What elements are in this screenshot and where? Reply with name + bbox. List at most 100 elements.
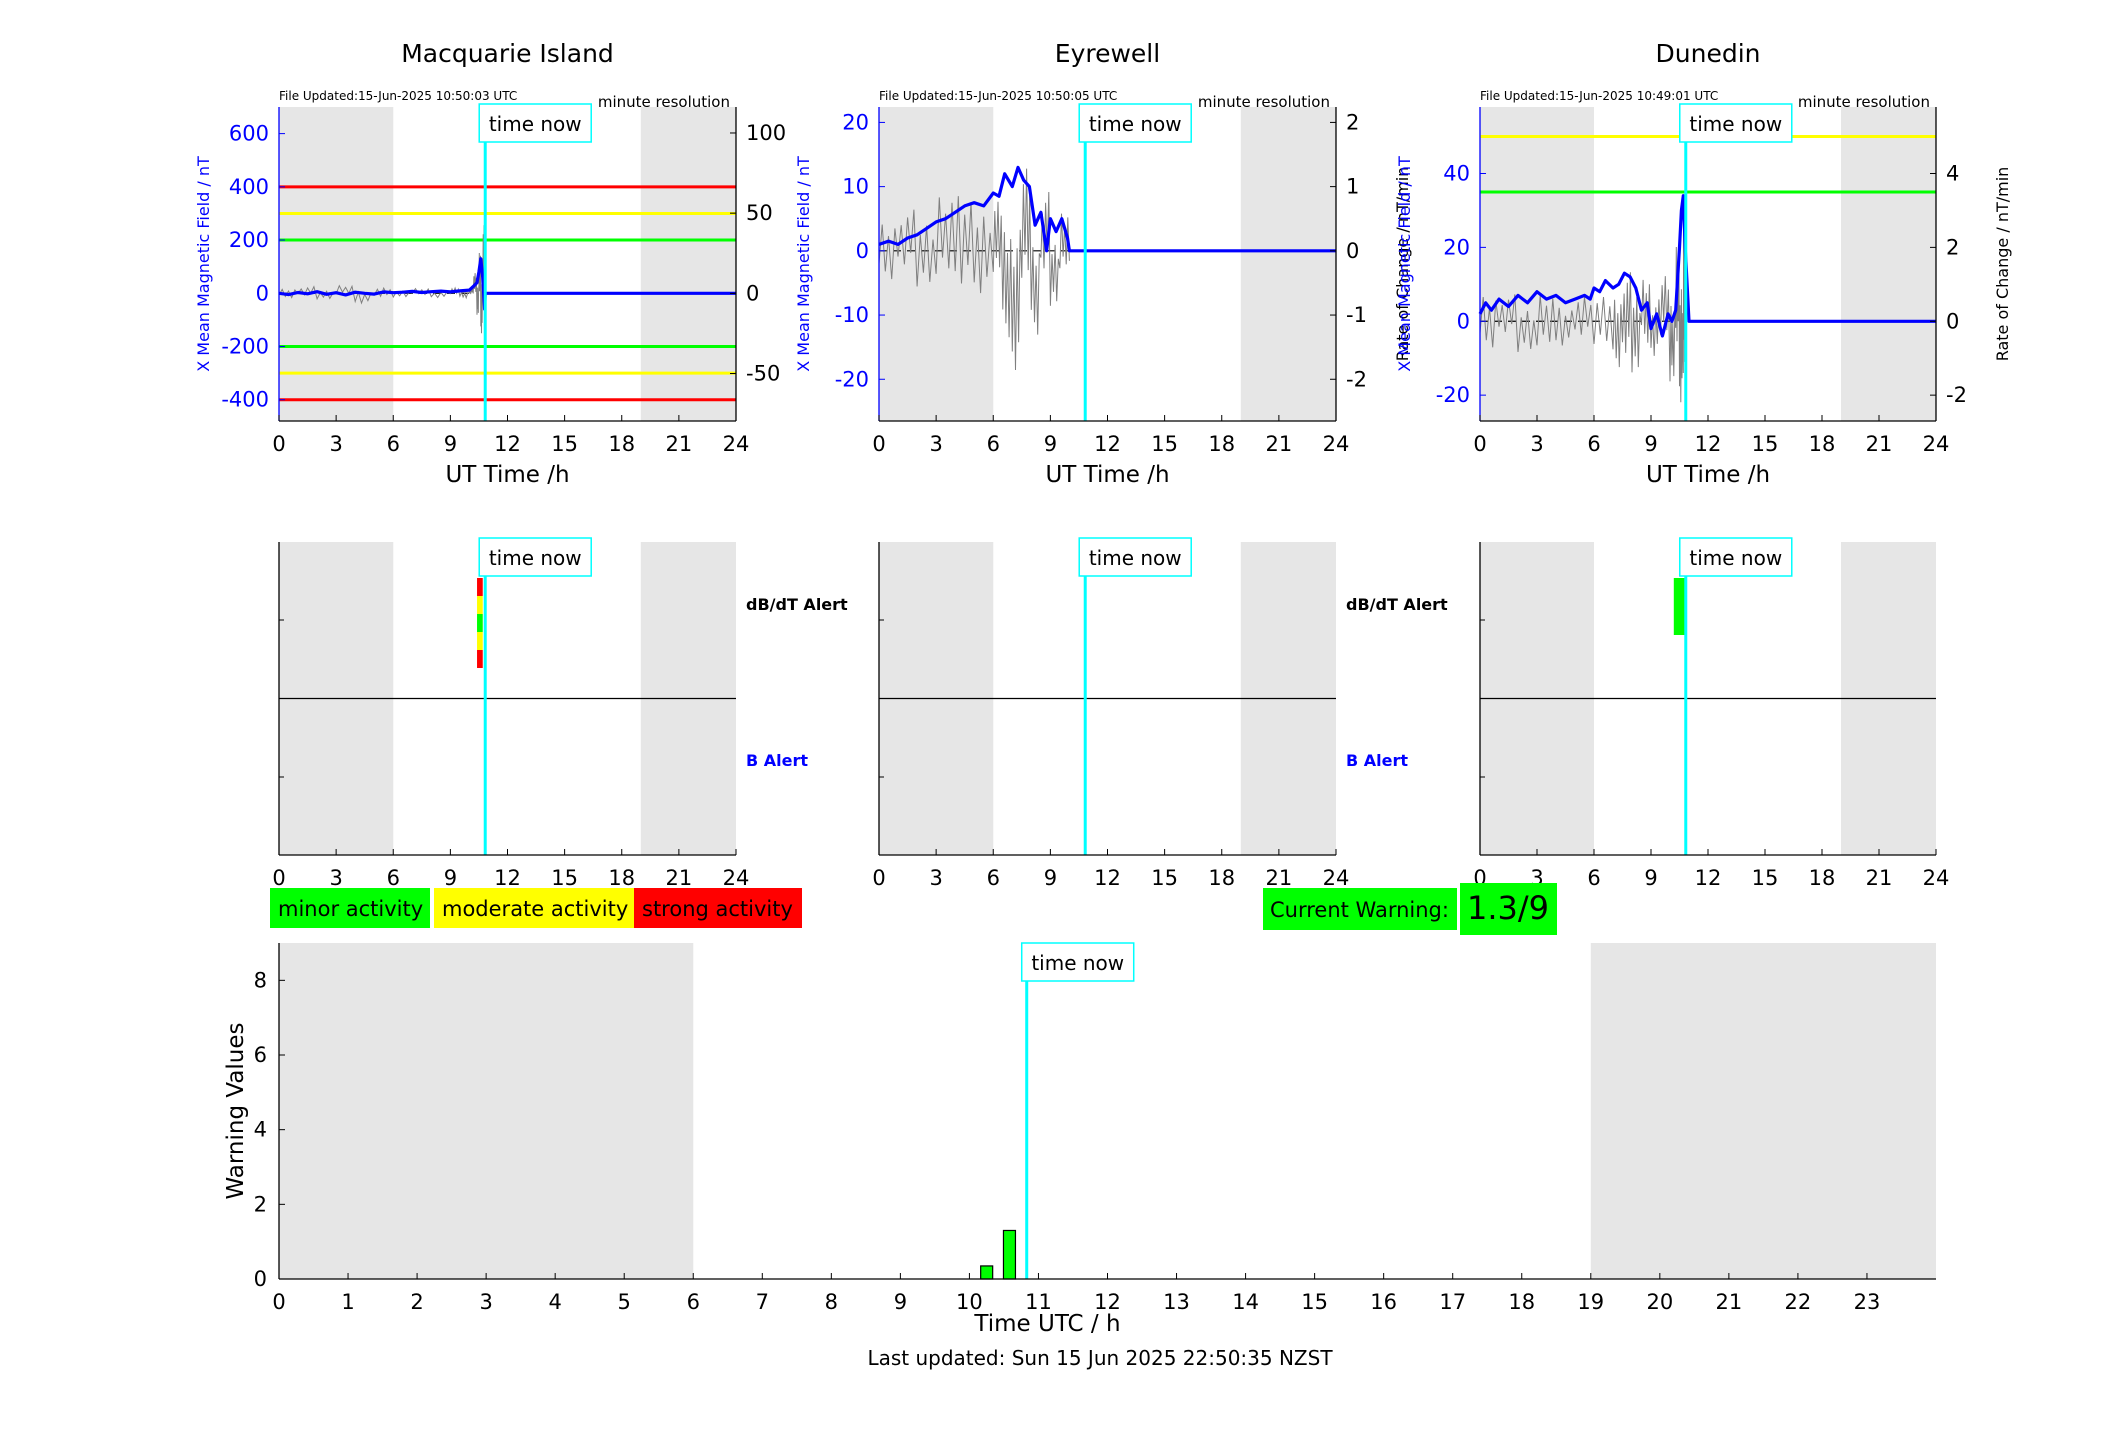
y-tick-label: 20 [1443, 235, 1470, 259]
x-axis-title: UT Time /h [1646, 462, 1770, 488]
dbdt-alert-marker-green [1673, 578, 1686, 635]
x-tick-label: 9 [444, 866, 457, 890]
x-tick-label: 9 [444, 432, 457, 456]
dbdt-alert-label: dB/dT Alert [1346, 595, 1448, 614]
x-tick-label: 19 [1577, 1290, 1604, 1314]
x-tick-label: 21 [666, 432, 693, 456]
x-axis-title: UT Time /h [1045, 462, 1169, 488]
x-tick-label: 15 [1151, 866, 1178, 890]
y2-tick-label: 2 [1946, 235, 1959, 259]
y-tick-label: 600 [229, 122, 269, 146]
station-panel-0: Macquarie Island File Updated:15-Jun-2025… [194, 39, 786, 488]
y-tick-label: -400 [221, 388, 269, 412]
legend-swatch-1 [434, 888, 634, 928]
current-warning-box [1263, 888, 1457, 930]
warning-bar [980, 1265, 994, 1280]
x-tick-label: 18 [608, 432, 635, 456]
x-tick-label: 13 [1163, 1290, 1190, 1314]
x-tick-label: 17 [1439, 1290, 1466, 1314]
y-axis-title: X Mean Magnetic Field / nT [1395, 156, 1414, 372]
x-tick-label: 5 [618, 1290, 631, 1314]
station-panel-1: Eyrewell File Updated:15-Jun-2025 10:50:0… [794, 39, 1412, 488]
alert-panel-1: time now 0 3 6 9 12 15 18 21 24 dB/dT Alert B Alert [872, 537, 1448, 890]
alert-panel-0: time now 0 3 6 9 12 15 18 21 24 dB/dT Alert B Alert [272, 537, 848, 890]
time-now-box [478, 103, 592, 143]
x-tick-label: 0 [272, 1290, 285, 1314]
magnetic-field-trace [278, 257, 736, 311]
time-now-box [1020, 942, 1135, 982]
file-updated-text: File Updated:15-Jun-2025 10:50:05 UTC [879, 89, 1117, 103]
x-tick-label: 3 [329, 866, 342, 890]
x-tick-label: 16 [1370, 1290, 1397, 1314]
x-tick-label: 12 [1695, 432, 1722, 456]
rate-of-change-trace [1479, 204, 1686, 403]
x-tick-label: 21 [1716, 1290, 1743, 1314]
time-now-label: time now [489, 546, 582, 570]
x-tick-label: 15 [1752, 866, 1779, 890]
resolution-label: minute resolution [598, 93, 730, 111]
x-tick-label: 18 [1508, 1290, 1535, 1314]
x-tick-label: 21 [1866, 432, 1893, 456]
x-tick-label: 3 [329, 432, 342, 456]
time-now-box [1078, 537, 1192, 577]
time-now-label: time now [1089, 112, 1182, 136]
dbdt-alert-marker-yellow [477, 632, 483, 650]
current-warning-value: 1.3/9 [1467, 889, 1549, 927]
x-tick-label: 12 [494, 866, 521, 890]
x-tick-label: 0 [272, 432, 285, 456]
x-tick-label: 6 [687, 1290, 700, 1314]
x-tick-label: 10 [956, 1290, 983, 1314]
x-tick-label: 11 [1025, 1290, 1052, 1314]
y2-tick-label: 1 [1346, 175, 1359, 199]
x-tick-label: 3 [929, 866, 942, 890]
x-tick-label: 0 [872, 432, 885, 456]
resolution-label: minute resolution [1798, 93, 1930, 111]
night-shading [1240, 107, 1336, 421]
x-tick-label: 15 [1151, 432, 1178, 456]
x-tick-label: 6 [1587, 866, 1600, 890]
legend-label-1: moderate activity [442, 897, 628, 921]
x-tick-label: 6 [987, 866, 1000, 890]
x-tick-label: 18 [1809, 866, 1836, 890]
y2-tick-label: 4 [1946, 161, 1959, 185]
x-axis-title: Time UTC / h [973, 1311, 1120, 1337]
magnetic-field-trace [878, 165, 1336, 253]
dbdt-alert-marker-yellow [477, 596, 483, 614]
x-tick-label: 7 [756, 1290, 769, 1314]
y-tick-label: 4 [254, 1118, 267, 1142]
station-title: Dunedin [1656, 39, 1761, 68]
x-tick-label: 12 [1094, 866, 1121, 890]
last-updated-text: Last updated: Sun 15 Jun 2025 22:50:35 N… [867, 1346, 1333, 1370]
y-tick-label: -20 [1436, 383, 1470, 407]
station-title: Macquarie Island [401, 39, 614, 68]
y2-tick-label: 0 [1946, 309, 1959, 333]
x-tick-label: 12 [1094, 1290, 1121, 1314]
x-axis-title: UT Time /h [445, 462, 569, 488]
station-panel-2: Dunedin File Updated:15-Jun-2025 10:49:01… [1395, 39, 2012, 488]
x-tick-label: 21 [1266, 432, 1293, 456]
time-now-box [478, 537, 592, 577]
x-tick-label: 3 [1530, 432, 1543, 456]
dbdt-alert-marker-green [477, 614, 483, 632]
time-now-label: time now [1031, 951, 1124, 975]
time-now-label: time now [1089, 546, 1182, 570]
y2-tick-label: 50 [746, 201, 773, 225]
x-tick-label: 21 [666, 866, 693, 890]
b-alert-label: B Alert [1346, 751, 1408, 770]
x-tick-label: 9 [1044, 432, 1057, 456]
current-warning-value-box [1460, 883, 1557, 935]
x-tick-label: 15 [551, 432, 578, 456]
b-alert-label: B Alert [746, 751, 808, 770]
y2-tick-label: 2 [1346, 110, 1359, 134]
y2-axis-title: Rate of Change / nT/min [1993, 167, 2012, 362]
y-tick-label: 0 [254, 1267, 267, 1291]
y2-tick-label: 0 [1346, 239, 1359, 263]
y-tick-label: 200 [229, 228, 269, 252]
resolution-label: minute resolution [1198, 93, 1330, 111]
x-tick-label: 24 [1923, 866, 1950, 890]
y-axis-title: X Mean Magnetic Field / nT [794, 156, 813, 372]
